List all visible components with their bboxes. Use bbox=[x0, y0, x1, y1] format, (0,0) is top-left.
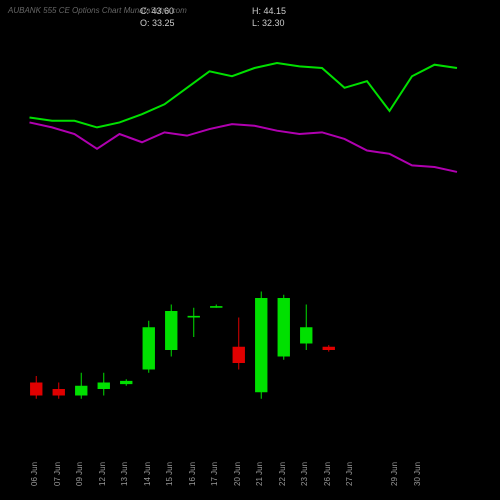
line-series bbox=[30, 122, 458, 172]
x-tick-label: 29 Jun bbox=[390, 462, 399, 486]
candle-body bbox=[323, 347, 335, 350]
candle-body bbox=[300, 327, 312, 343]
x-tick-label: 12 Jun bbox=[98, 462, 107, 486]
ohlc-close: C: 43.60 bbox=[140, 6, 174, 16]
line-series bbox=[30, 63, 458, 127]
x-tick-label: 21 Jun bbox=[255, 462, 264, 486]
candle-body bbox=[278, 298, 290, 357]
x-tick-label: 07 Jun bbox=[53, 462, 62, 486]
ohlc-high: H: 44.15 bbox=[252, 6, 286, 16]
candle-body bbox=[143, 327, 155, 369]
candle-body bbox=[255, 298, 267, 392]
candle-body bbox=[75, 386, 87, 396]
x-tick-label: 17 Jun bbox=[210, 462, 219, 486]
x-tick-label: 20 Jun bbox=[233, 462, 242, 486]
candle-body bbox=[53, 389, 65, 396]
candle-body bbox=[188, 316, 200, 318]
candle-body bbox=[210, 306, 222, 308]
x-tick-label: 09 Jun bbox=[75, 462, 84, 486]
x-tick-label: 15 Jun bbox=[165, 462, 174, 486]
chart-svg bbox=[25, 30, 475, 425]
x-tick-label: 16 Jun bbox=[188, 462, 197, 486]
x-tick-label: 27 Jun bbox=[345, 462, 354, 486]
x-tick-label: 26 Jun bbox=[323, 462, 332, 486]
x-tick-label: 14 Jun bbox=[143, 462, 152, 486]
x-tick-label: 13 Jun bbox=[120, 462, 129, 486]
x-axis-labels: 06 Jun 07 Jun 09 Jun 12 Jun 13 Jun 14 Jun 15 J… bbox=[25, 436, 475, 496]
x-tick-label: 30 Jun bbox=[413, 462, 422, 486]
x-tick-label: 23 Jun bbox=[300, 462, 309, 486]
x-tick-label: 06 Jun bbox=[30, 462, 39, 486]
chart-area bbox=[25, 30, 475, 425]
x-tick-label: 22 Jun bbox=[278, 462, 287, 486]
candle-body bbox=[120, 381, 132, 384]
candle-body bbox=[30, 383, 42, 396]
ohlc-open: O: 33.25 bbox=[140, 18, 175, 28]
ohlc-low: L: 32.30 bbox=[252, 18, 285, 28]
candle-body bbox=[165, 311, 177, 350]
candle-body bbox=[98, 383, 110, 390]
candle-body bbox=[233, 347, 245, 363]
